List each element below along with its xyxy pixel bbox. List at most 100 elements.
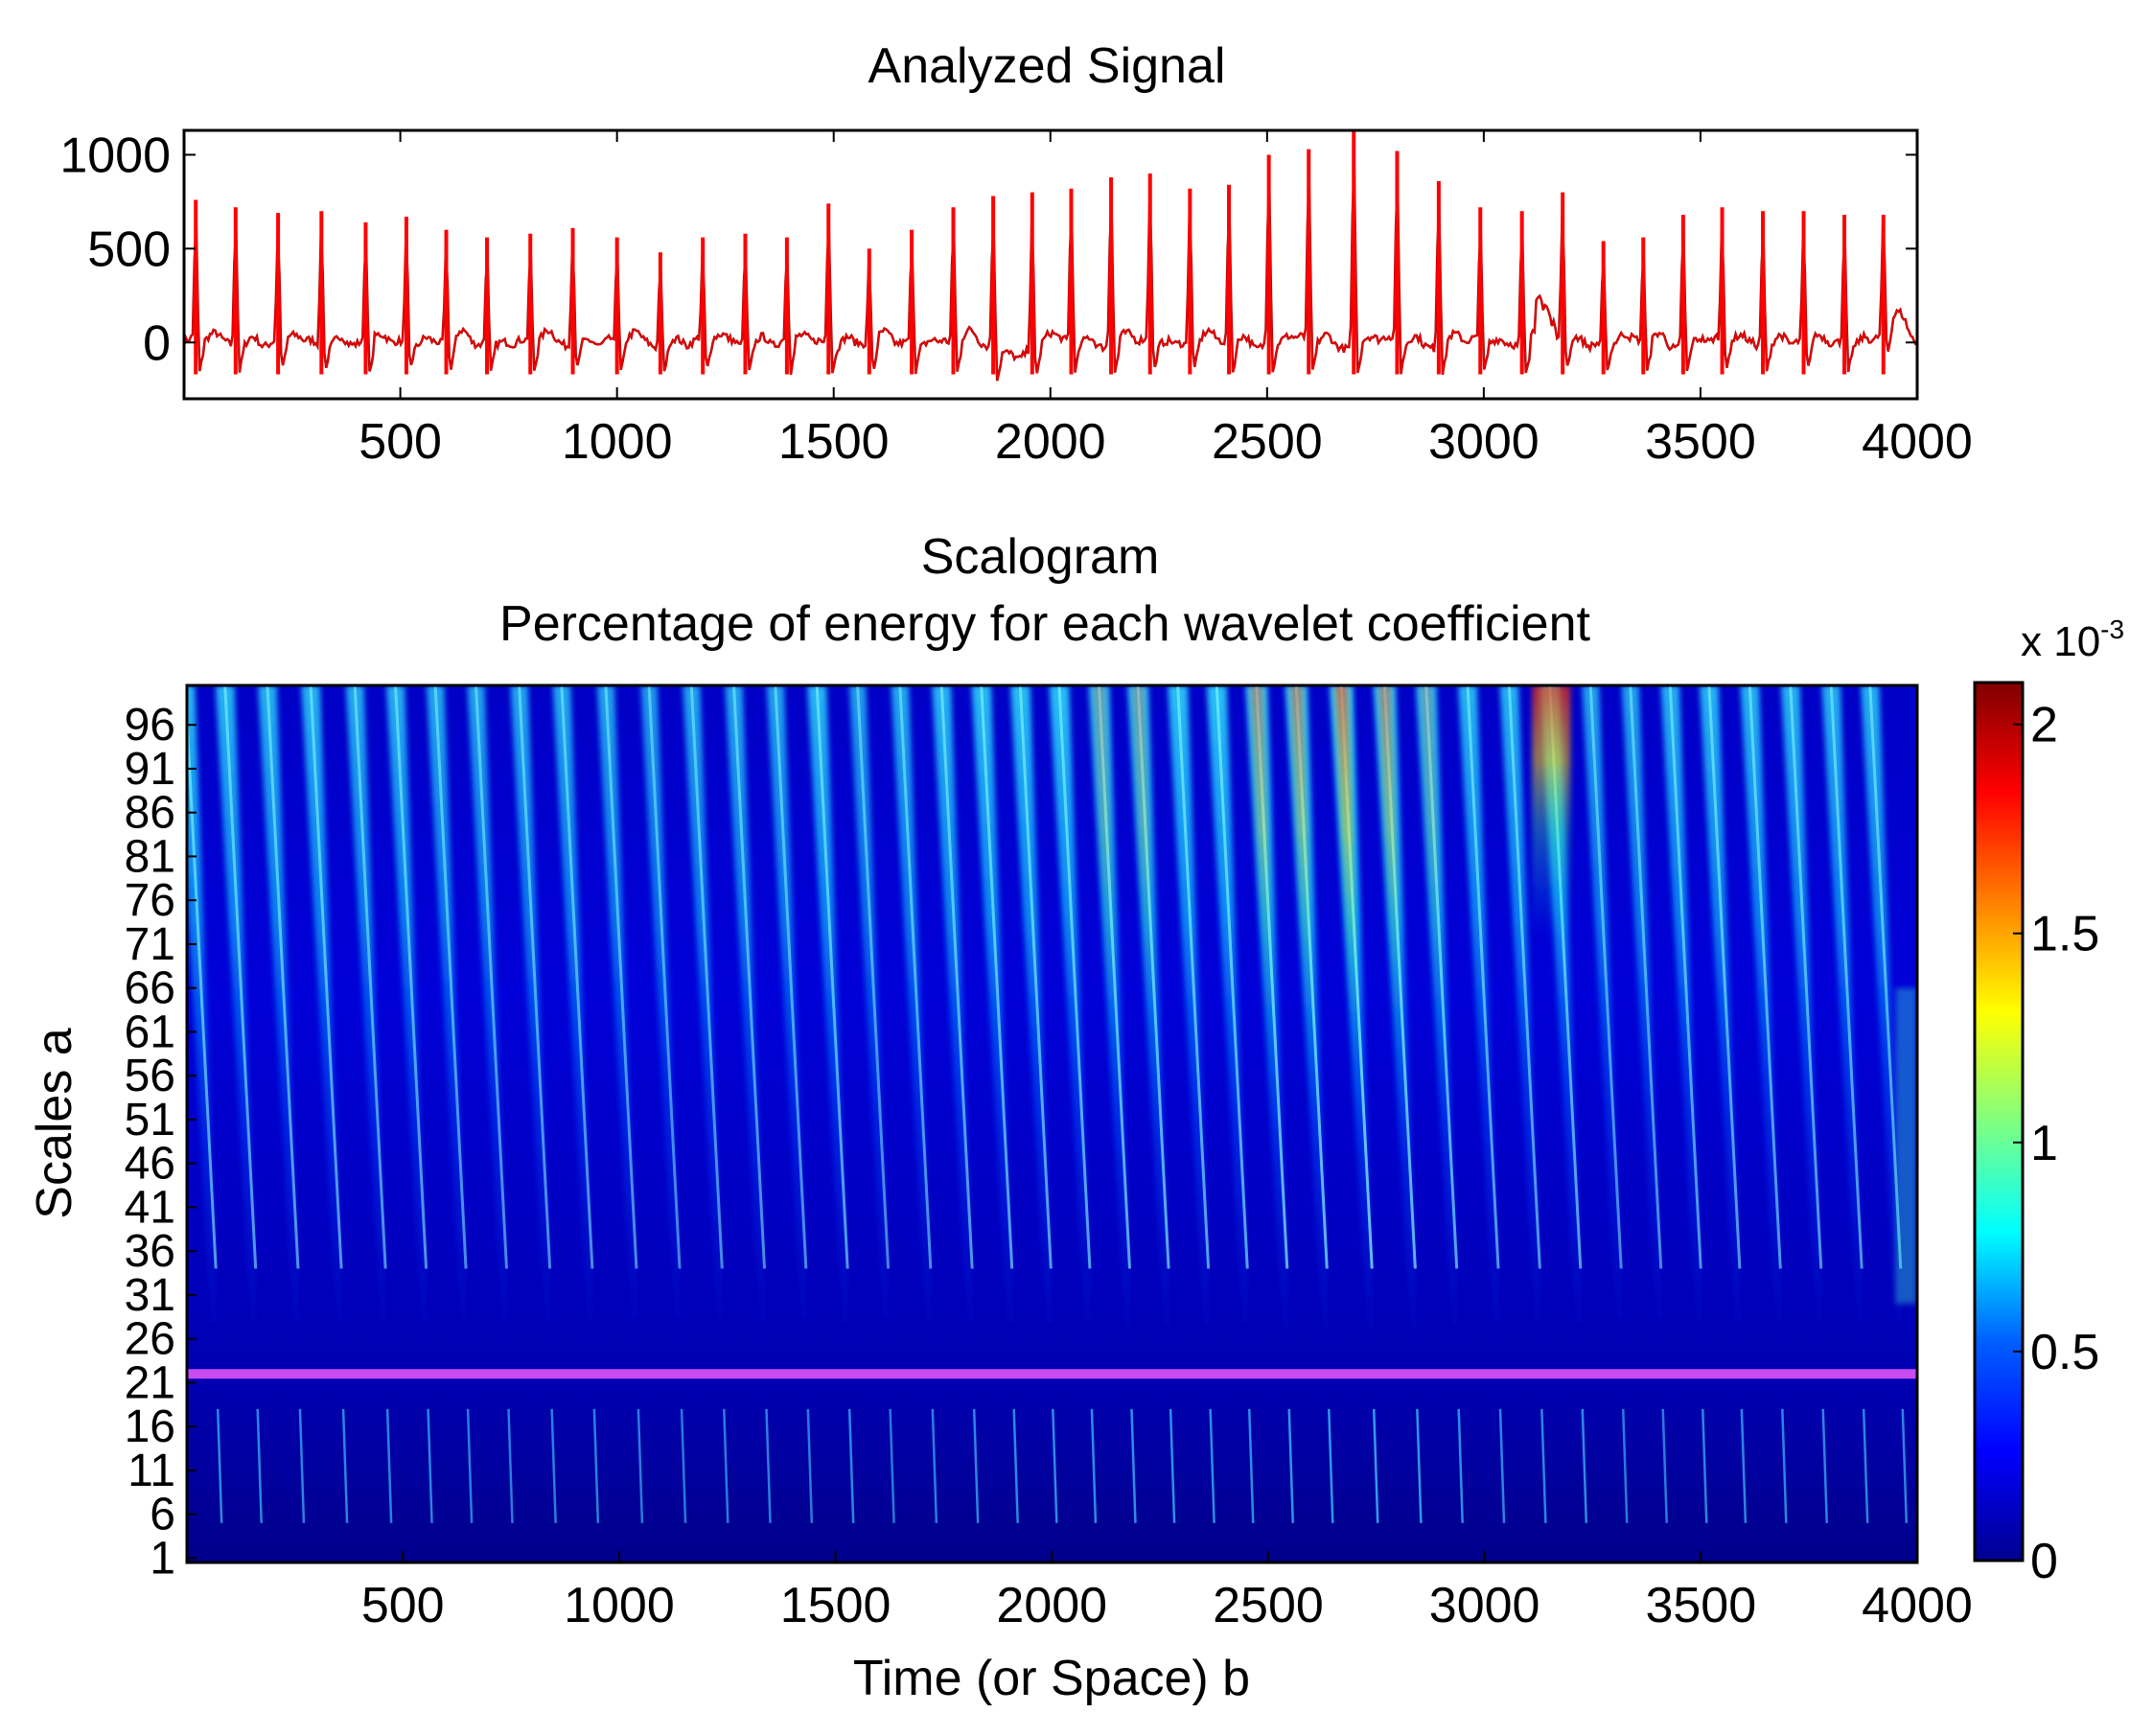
scalogram-ylabel: Scales a (27, 1028, 82, 1219)
colorbar-tick-label: 0 (2030, 1534, 2058, 1589)
energy-low-scale (256, 1408, 263, 1523)
scalogram-ytick-label: 1 (150, 1533, 175, 1584)
energy-low-scale (341, 1408, 349, 1523)
energy-low-scale (216, 1408, 223, 1523)
energy-low-scale (889, 1408, 895, 1523)
signal-xtick-label: 1500 (778, 414, 890, 470)
energy-low-scale (1661, 1408, 1668, 1523)
energy-streak-core (353, 685, 387, 1269)
signal-trace (184, 160, 1917, 382)
scalogram-xtick-label: 1500 (780, 1578, 891, 1633)
signal-plot-area (184, 130, 1917, 399)
energy-low-scale (1052, 1408, 1058, 1523)
energy-low-scale (1012, 1408, 1019, 1523)
energy-streak (1499, 685, 1543, 1356)
energy-streak-core (187, 690, 218, 1269)
energy-streak (1621, 685, 1664, 1356)
energy-streak-core (309, 685, 343, 1269)
energy-streak-core (1588, 685, 1623, 1269)
energy-hotspot (1093, 685, 1121, 1164)
scalogram-xtick-label: 3000 (1429, 1578, 1540, 1633)
energy-low-scale (1247, 1408, 1255, 1523)
energy-streak-core (980, 685, 1014, 1269)
scalogram-ytick-label: 61 (125, 1007, 175, 1057)
energy-low-scale (972, 1408, 980, 1523)
energy-streak (932, 685, 976, 1356)
signal-xtick-label: 3000 (1428, 414, 1540, 470)
energy-low-scale (1372, 1408, 1379, 1523)
energy-edge (1895, 987, 1917, 1305)
energy-low-scale (427, 1408, 433, 1523)
colorbar-gradient (1973, 681, 2025, 1562)
scalogram-subtitle: Percentage of energy for each wavelet co… (499, 596, 1591, 652)
colorbar-ticks: 0 0.5 1 1.5 2 (2013, 698, 2099, 1589)
energy-hotspot-3150 (1532, 685, 1571, 935)
energy-streak (1582, 685, 1625, 1356)
colorbar-tick-label: 2 (2030, 698, 2058, 753)
scale-highlight-line (187, 1369, 1917, 1379)
signal-title: Analyzed Signal (868, 38, 1226, 94)
scalogram-title: Scalogram (921, 529, 1160, 585)
energy-streak-core (394, 685, 428, 1269)
energy-low-scale (1781, 1408, 1788, 1523)
energy-streak (725, 685, 768, 1356)
energy-streak-core (1176, 685, 1211, 1269)
energy-streak-core (1789, 685, 1823, 1269)
energy-low-scale (1287, 1408, 1295, 1523)
scalogram-energy (187, 685, 1917, 1523)
energy-streak (258, 685, 301, 1356)
scalogram-ytick-label: 11 (127, 1446, 175, 1496)
colorbar-tick-label: 1.5 (2030, 907, 2099, 962)
colorbar-tick-label: 1 (2030, 1116, 2058, 1171)
energy-streak-core (1829, 685, 1864, 1269)
signal-ytick-label: 0 (143, 315, 171, 371)
scalogram-ytick-label: 71 (125, 919, 175, 970)
energy-hotspot (1334, 685, 1363, 1164)
scalogram-xtick-label: 1000 (564, 1578, 675, 1633)
scalogram-ytick-label: 21 (125, 1357, 175, 1408)
energy-streak-core (689, 685, 724, 1269)
energy-streak-core (518, 685, 552, 1269)
energy-streak-core (604, 685, 638, 1269)
energy-streak (345, 685, 389, 1356)
energy-streak (1700, 685, 1743, 1356)
energy-low-scale (1328, 1408, 1334, 1523)
energy-streak-core (898, 685, 933, 1269)
scalogram-xtick-label: 4000 (1862, 1578, 1973, 1633)
energy-streak-core (647, 685, 682, 1269)
energy-streak (807, 685, 851, 1356)
energy-low-scale (637, 1408, 644, 1523)
energy-low-scale (550, 1408, 557, 1523)
energy-streak (552, 685, 595, 1356)
energy-streak-core (1057, 685, 1092, 1269)
scalogram-ytick-label: 31 (125, 1270, 175, 1321)
scalogram-ytick-label: 86 (125, 788, 175, 839)
scalogram-ytick-label: 66 (125, 963, 175, 1014)
energy-streak (301, 685, 345, 1356)
energy-streak (640, 685, 683, 1356)
energy-low-scale (298, 1408, 306, 1523)
colorbar-exponent-power: -3 (2100, 614, 2124, 644)
signal-xtick-label: 2500 (1212, 414, 1323, 470)
scalogram-ytick-label: 41 (125, 1182, 175, 1233)
signal-axes-frame (182, 128, 1919, 401)
signal-ytick-label: 500 (87, 221, 171, 277)
energy-hotspot (1420, 685, 1447, 1164)
energy-low-scale (1209, 1408, 1215, 1523)
energy-low-scale (507, 1408, 514, 1523)
energy-streak-core (266, 685, 300, 1269)
energy-streak-core (560, 685, 594, 1269)
energy-streak (1049, 685, 1093, 1356)
energy-streak-core (732, 685, 767, 1269)
scalogram-ytick-label: 16 (125, 1401, 175, 1452)
energy-low-scale (1740, 1408, 1748, 1523)
energy-hotspot (1131, 685, 1160, 1164)
energy-low-scale (592, 1408, 600, 1523)
scalogram-axes-frame (185, 683, 1919, 1564)
energy-low-scale (806, 1408, 814, 1523)
energy-low-scale (1540, 1408, 1547, 1523)
scalogram-ytick-label: 91 (125, 744, 175, 795)
scalogram-xtick-label: 2000 (996, 1578, 1107, 1633)
energy-streak-core (1707, 685, 1742, 1269)
